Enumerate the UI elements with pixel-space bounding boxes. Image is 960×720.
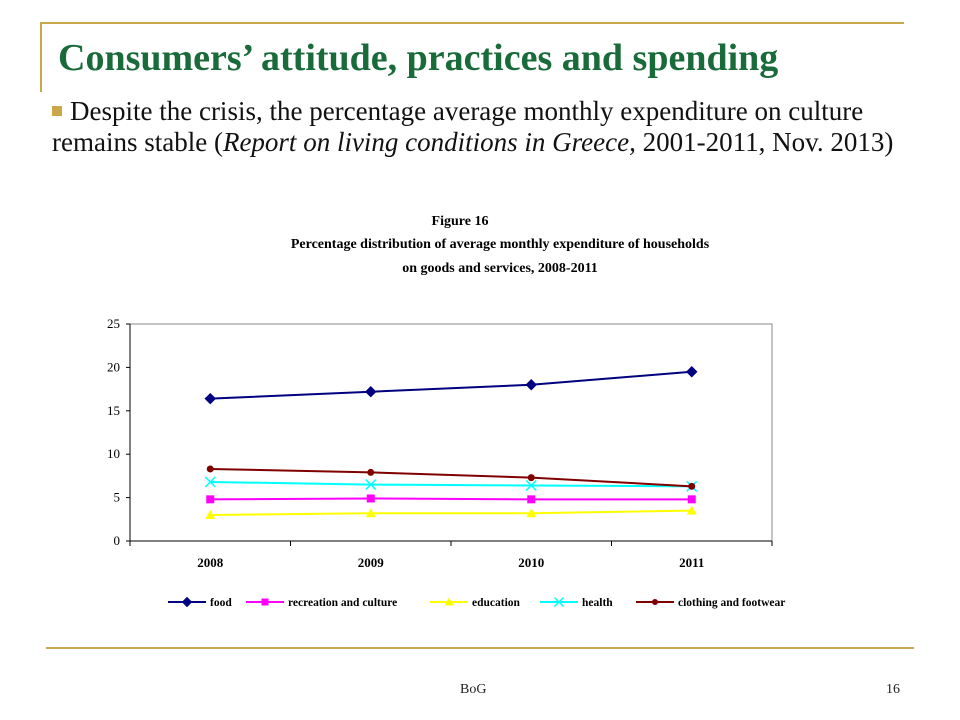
figure-title: Figure 16 bbox=[431, 214, 489, 229]
series-line-health bbox=[210, 480, 692, 488]
data-point-clothing-and-footwear bbox=[206, 465, 214, 473]
legend-marker-health bbox=[553, 596, 565, 608]
legend-marker-clothing-and-footwear bbox=[652, 599, 658, 605]
slide-frame-left bbox=[40, 22, 42, 92]
footer-label: BoG bbox=[460, 682, 487, 697]
data-point-health bbox=[365, 479, 377, 491]
data-point-recreation-and-culture bbox=[687, 495, 696, 504]
slide-frame-top bbox=[40, 22, 904, 24]
page-number: 16 bbox=[886, 682, 900, 697]
legend-marker-education bbox=[444, 597, 454, 606]
slide-frame-bottom bbox=[46, 647, 914, 649]
data-point-education bbox=[365, 508, 376, 518]
data-point-clothing-and-footwear bbox=[688, 482, 696, 490]
bullet-square-icon bbox=[52, 105, 62, 116]
bullet-italic-text: Report on living conditions in Greece, bbox=[222, 127, 636, 157]
x-tick-label: 2011 bbox=[679, 555, 704, 570]
legend-label-food: food bbox=[210, 597, 232, 609]
bullet-paragraph: Despite the crisis, the percentage avera… bbox=[52, 96, 912, 158]
series-line-food bbox=[210, 370, 692, 400]
data-point-recreation-and-culture bbox=[366, 494, 375, 503]
data-point-health bbox=[525, 479, 537, 491]
y-tick-label: 25 bbox=[107, 316, 120, 331]
y-tick-label: 5 bbox=[114, 490, 121, 505]
data-point-education bbox=[205, 509, 216, 519]
data-point-clothing-and-footwear bbox=[367, 468, 375, 476]
plot-area bbox=[129, 323, 773, 542]
legend-label-health: health bbox=[582, 597, 613, 609]
bullet-tail-text: 2001-2011, Nov. 2013) bbox=[635, 127, 894, 157]
data-point-recreation-and-culture bbox=[527, 495, 536, 504]
data-point-clothing-and-footwear bbox=[527, 474, 535, 482]
legend-label-recreation-and-culture: recreation and culture bbox=[288, 597, 397, 609]
series-line-education bbox=[210, 509, 692, 516]
data-point-education bbox=[686, 505, 697, 515]
legend-label-education: education bbox=[472, 597, 521, 609]
y-tick-label: 15 bbox=[107, 403, 120, 418]
x-tick-label: 2009 bbox=[358, 555, 385, 570]
y-tick-label: 0 bbox=[114, 533, 121, 548]
x-tick-label: 2008 bbox=[197, 555, 224, 570]
series-line-recreation-and-culture bbox=[210, 497, 692, 501]
legend-marker-recreation-and-culture bbox=[261, 598, 269, 606]
data-point-education bbox=[526, 508, 537, 518]
slide-title: Consumers’ attitude, practices and spend… bbox=[58, 37, 779, 79]
series-line-clothing-and-footwear bbox=[210, 467, 692, 488]
data-point-recreation-and-culture bbox=[206, 495, 215, 504]
data-point-food bbox=[204, 392, 216, 405]
data-point-food bbox=[525, 379, 537, 391]
y-tick-label: 10 bbox=[107, 446, 120, 461]
data-point-health bbox=[204, 476, 216, 488]
figure-subtitle-1: Percentage distribution of average month… bbox=[290, 237, 710, 252]
bullet-main-text: Despite the crisis, the percentage avera… bbox=[52, 96, 864, 157]
data-point-food bbox=[686, 366, 698, 378]
figure-subtitle-2: on goods and services, 2008-2011 bbox=[402, 261, 598, 276]
legend-marker-food bbox=[181, 596, 193, 608]
y-tick-label: 20 bbox=[107, 359, 120, 374]
x-tick-label: 2010 bbox=[518, 555, 544, 570]
legend-label-clothing-and-footwear: clothing and footwear bbox=[678, 597, 785, 609]
data-point-food bbox=[365, 385, 377, 398]
